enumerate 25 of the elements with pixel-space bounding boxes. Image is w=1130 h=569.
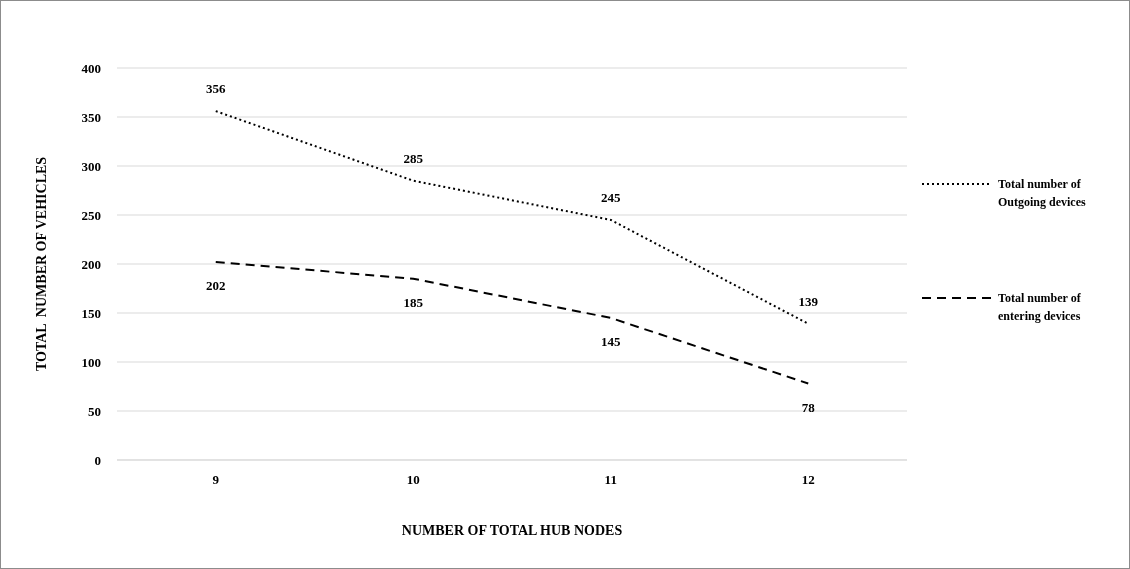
text: Total number of entering devices xyxy=(998,291,1082,323)
data-label: 139 xyxy=(798,293,819,309)
y-tick-label: 0 xyxy=(94,452,101,468)
y-axis-title: TOTAL NUMBER OF VEHICLES xyxy=(34,156,49,372)
data-label: 356 xyxy=(206,81,226,97)
x-tick-label: 10 xyxy=(406,472,420,487)
x-tick-label: 9 xyxy=(212,472,220,487)
data-label: 145 xyxy=(601,333,621,349)
text: Total number of Outgoing devices xyxy=(998,177,1086,209)
data-label: 245 xyxy=(601,189,621,205)
x-axis-title: NUMBER OF TOTAL HUB NODES xyxy=(401,523,623,538)
y-tick-label: 350 xyxy=(81,109,101,125)
x-tick-label: 11 xyxy=(604,472,617,487)
y-tick-label: 150 xyxy=(81,305,101,321)
x-tick-label: 12 xyxy=(801,472,815,487)
data-label: 202 xyxy=(206,278,226,294)
data-label: 185 xyxy=(403,294,424,310)
data-label: 78 xyxy=(801,399,816,415)
data-label: 285 xyxy=(403,150,424,166)
y-tick-label: 400 xyxy=(81,60,101,76)
y-tick-label: 250 xyxy=(81,207,101,223)
y-tick-label: 200 xyxy=(81,256,101,272)
y-tick-label: 100 xyxy=(81,354,101,370)
y-tick-label: 50 xyxy=(88,403,101,419)
y-tick-label: 300 xyxy=(81,158,101,174)
